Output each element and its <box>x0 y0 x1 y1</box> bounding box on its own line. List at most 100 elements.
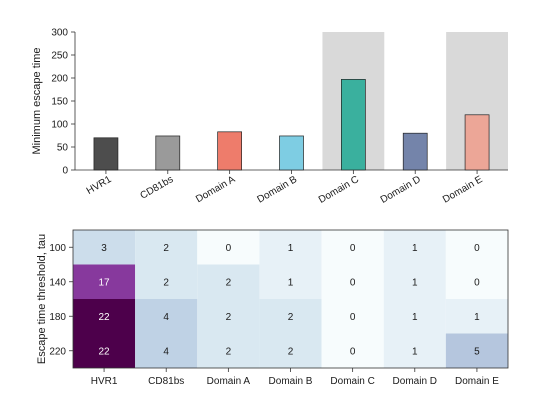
y-tick-label: 220 <box>49 346 66 357</box>
bar-chart: 0 50 100 150 200 250 300 HVR1 CD81bs Domain A Dom… <box>31 28 508 206</box>
heatmap-cell <box>445 299 508 334</box>
heatmap: 3 2 0 1 0 1 017 2 2 1 0 1 022 4 2 2 0 1 122 4 2 2 0 1 5 10014018… <box>36 229 509 387</box>
bar-highlight-group <box>322 32 508 170</box>
x-tick-label: CD81bs <box>148 376 184 387</box>
y-tick-label: 250 <box>51 51 68 62</box>
y-tick-label: 200 <box>51 74 68 85</box>
heatmap-x-tick-labels: HVR1 CD81bs Domain A Domain B Domain C Domain… <box>91 368 499 387</box>
x-tick-label: Domain A <box>194 174 237 205</box>
heatmap-cell <box>321 230 384 265</box>
heatmap-cell-label: 3 <box>101 243 107 254</box>
heatmap-cell <box>383 333 446 368</box>
heatmap-cell-label: 5 <box>474 346 480 357</box>
x-tick-label: Domain D <box>379 174 423 206</box>
heatmap-cell <box>259 264 322 299</box>
heatmap-cell-label: 2 <box>226 346 232 357</box>
x-tick-label: HVR1 <box>91 376 118 387</box>
heatmap-cell-label: 1 <box>412 277 418 288</box>
heatmap-y-tick-labels: 100 140 180 220 <box>49 243 73 357</box>
heatmap-cell <box>73 264 136 299</box>
y-tick-label: 100 <box>51 120 68 131</box>
heatmap-cell-label: 22 <box>99 346 111 357</box>
bar <box>93 137 119 171</box>
y-tick-label: 100 <box>49 243 66 254</box>
heatmap-cell-label: 0 <box>474 277 480 288</box>
heatmap-cell-group: 3 2 0 1 0 1 017 2 2 1 0 1 022 4 2 2 0 1 122 4 2 2 0 1 5 <box>73 230 508 368</box>
bar <box>279 135 304 171</box>
x-tick-label: CD81bs <box>138 174 175 202</box>
bar <box>217 131 242 171</box>
heatmap-cell <box>73 333 136 368</box>
heatmap-cell <box>73 299 136 334</box>
heatmap-cell-label: 0 <box>350 243 356 254</box>
heatmap-cell <box>321 333 384 368</box>
heatmap-cell-label: 0 <box>474 243 480 254</box>
x-tick-label: Domain B <box>255 174 299 206</box>
heatmap-cell <box>197 333 260 368</box>
heatmap-cell <box>321 264 384 299</box>
heatmap-cell-label: 2 <box>288 346 294 357</box>
heatmap-cell <box>445 264 508 299</box>
y-tick-label: 0 <box>62 166 68 177</box>
heatmap-cell <box>383 230 446 265</box>
heatmap-cell <box>135 230 198 265</box>
heatmap-cell <box>445 230 508 265</box>
heatmap-cell <box>73 230 136 265</box>
heatmap-cell <box>445 333 508 368</box>
bar-y-axis: 0 50 100 150 200 250 300 <box>51 28 508 177</box>
x-tick-label: HVR1 <box>85 174 114 197</box>
bar <box>341 79 366 171</box>
heatmap-cell <box>135 299 198 334</box>
y-tick-label: 300 <box>51 28 68 39</box>
heatmap-cell <box>135 264 198 299</box>
y-tick-label: 140 <box>49 277 66 288</box>
heatmap-cell-label: 22 <box>99 312 111 323</box>
heatmap-cell-label: 2 <box>226 277 232 288</box>
x-tick-label: Domain E <box>441 174 485 206</box>
bar <box>402 132 428 171</box>
heatmap-cell <box>197 230 260 265</box>
x-tick-label: Domain C <box>330 376 374 387</box>
heatmap-cell-label: 1 <box>474 312 480 323</box>
heatmap-cell <box>259 230 322 265</box>
x-tick-label: Domain B <box>269 376 313 387</box>
y-tick-label: 180 <box>49 312 66 323</box>
y-tick-label: 150 <box>51 97 68 108</box>
bar <box>464 114 490 171</box>
heatmap-cell-label: 0 <box>350 346 356 357</box>
heatmap-cell <box>383 299 446 334</box>
heatmap-cell-label: 2 <box>288 312 294 323</box>
heatmap-cell-label: 4 <box>163 312 169 323</box>
x-tick-label: Domain D <box>393 376 437 387</box>
heatmap-cell <box>321 299 384 334</box>
heatmap-cell <box>197 299 260 334</box>
heatmap-cell-label: 17 <box>99 277 111 288</box>
bar-x-tick-labels: HVR1 CD81bs Domain A Domain B Domain C Domain… <box>85 170 485 206</box>
heatmap-cell <box>383 264 446 299</box>
heatmap-cell-label: 4 <box>163 346 169 357</box>
heatmap-cell <box>259 333 322 368</box>
heatmap-cell-label: 1 <box>288 277 294 288</box>
heatmap-cell-label: 0 <box>226 243 232 254</box>
x-tick-label: Domain A <box>207 376 251 387</box>
heatmap-cell-label: 0 <box>350 277 356 288</box>
x-tick-label: Domain E <box>455 376 499 387</box>
heatmap-y-axis-label: Escape time threshold, tau <box>36 234 48 364</box>
heatmap-cell-label: 2 <box>163 243 169 254</box>
bar-group <box>93 79 490 171</box>
bar-y-axis-label: Minimum escape time <box>31 48 43 155</box>
heatmap-cell-label: 1 <box>288 243 294 254</box>
heatmap-cell-label: 1 <box>412 243 418 254</box>
bar <box>155 135 181 171</box>
heatmap-cell <box>135 333 198 368</box>
heatmap-cell <box>259 299 322 334</box>
heatmap-cell <box>197 264 260 299</box>
x-tick-label: Domain C <box>317 174 361 206</box>
heatmap-cell-label: 0 <box>350 312 356 323</box>
heatmap-cell-label: 1 <box>412 346 418 357</box>
y-tick-label: 50 <box>57 143 69 154</box>
heatmap-cell-label: 1 <box>412 312 418 323</box>
heatmap-cell-label: 2 <box>163 277 169 288</box>
heatmap-cell-label: 2 <box>226 312 232 323</box>
